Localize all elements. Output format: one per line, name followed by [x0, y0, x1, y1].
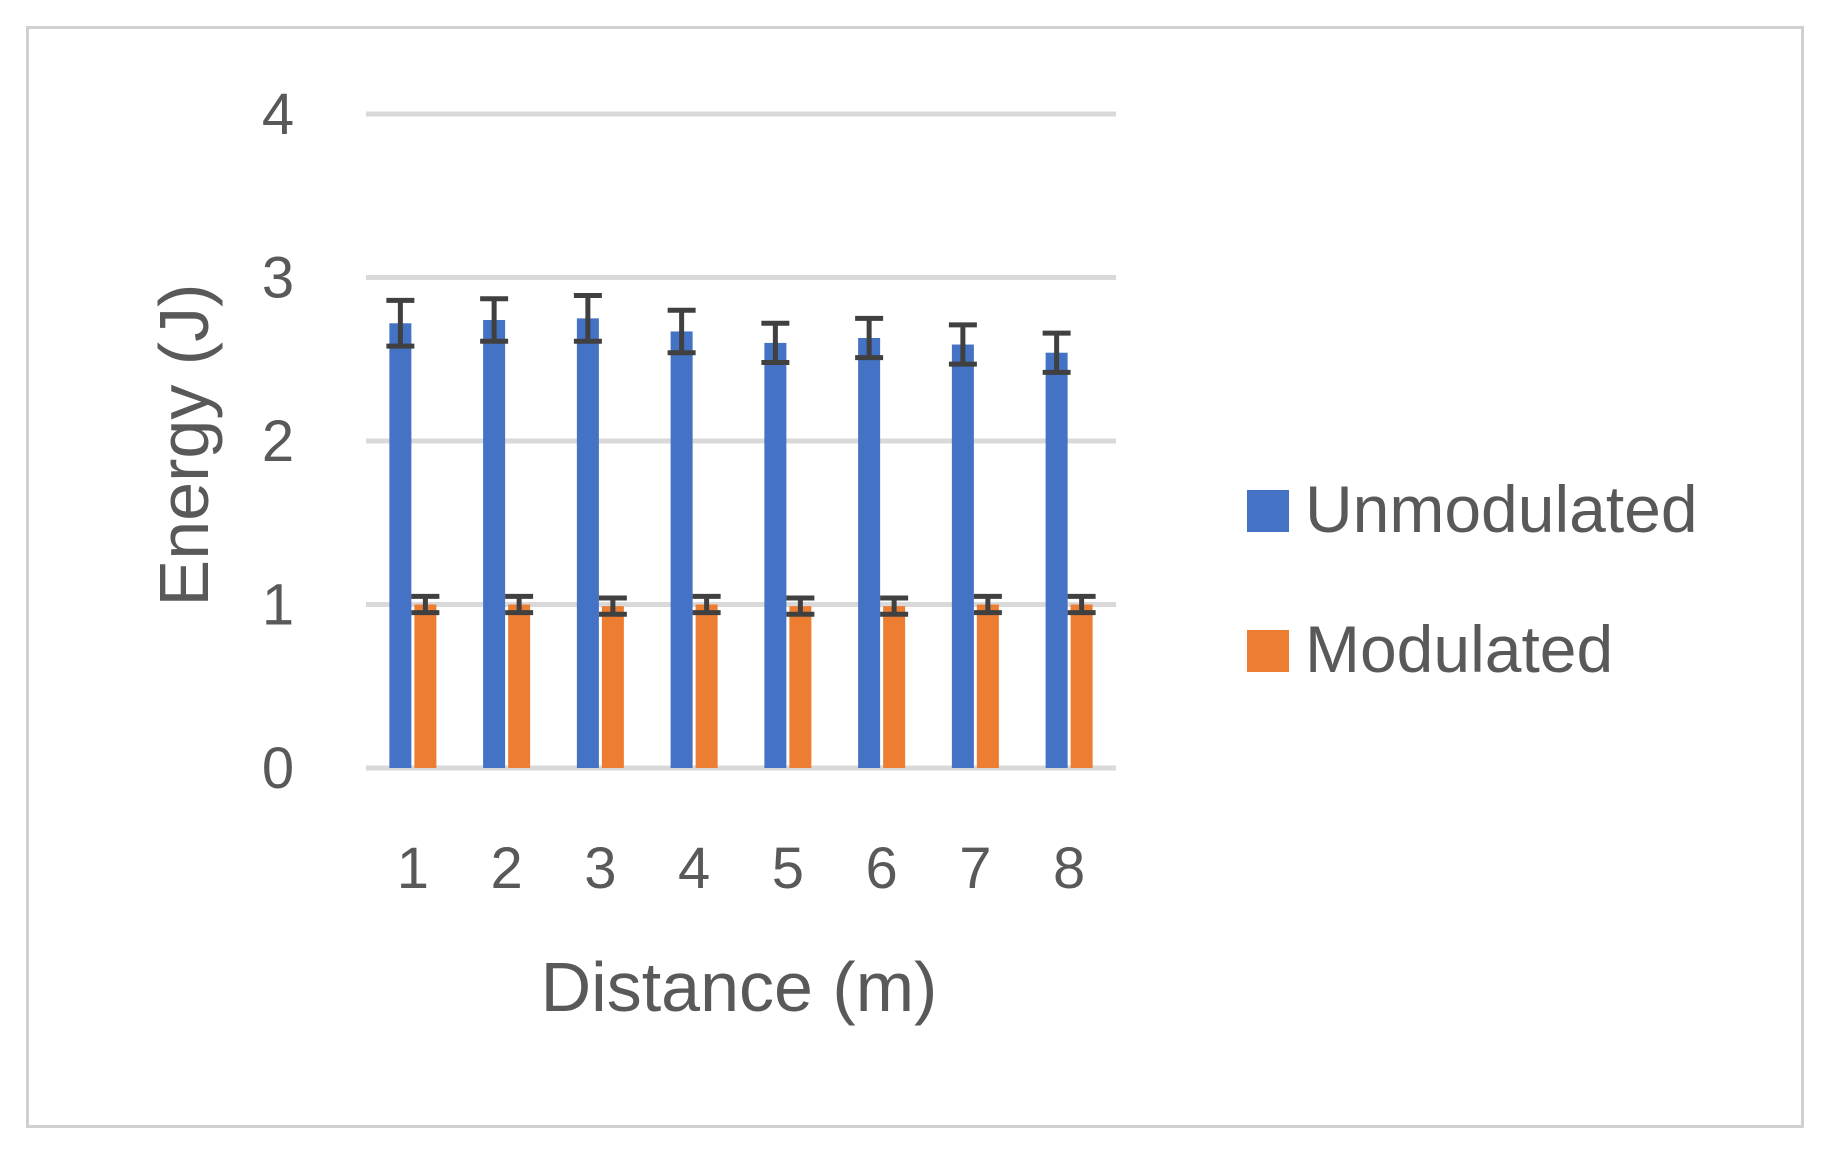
bar-modulated [508, 604, 531, 768]
bar-modulated [883, 606, 906, 768]
bar-unmodulated [1045, 352, 1068, 768]
bar-modulated [414, 604, 437, 768]
x-tick-label: 7 [959, 836, 991, 901]
y-tick-label: 2 [262, 409, 294, 474]
x-tick-label: 2 [490, 836, 522, 901]
chart-frame [26, 26, 1804, 1128]
bar-modulated [789, 606, 812, 768]
x-tick-label: 4 [678, 836, 710, 901]
x-tick-label: 3 [584, 836, 616, 901]
x-tick-label: 6 [865, 836, 897, 901]
y-axis-ticks: 0 1 2 3 4 [262, 82, 294, 801]
legend-swatch-unmodulated [1247, 490, 1289, 532]
legend-swatch-modulated [1247, 630, 1289, 672]
bar-unmodulated [483, 320, 506, 768]
legend-label-modulated: Modulated [1305, 612, 1613, 686]
x-tick-label: 8 [1053, 836, 1085, 901]
x-tick-label: 5 [772, 836, 804, 901]
legend: Unmodulated Modulated [1247, 472, 1698, 686]
bar-modulated [601, 606, 624, 768]
x-axis-title: Distance (m) [541, 948, 938, 1026]
y-tick-label: 3 [262, 246, 294, 311]
bar-unmodulated [670, 331, 693, 768]
bar-modulated [976, 604, 999, 768]
bar-unmodulated [858, 337, 881, 768]
bar-unmodulated [576, 318, 599, 768]
x-tick-label: 1 [397, 836, 429, 901]
bar-unmodulated [764, 342, 787, 768]
bar-modulated [695, 604, 718, 768]
legend-label-unmodulated: Unmodulated [1305, 472, 1698, 546]
bars [389, 318, 1093, 768]
y-tick-label: 1 [262, 573, 294, 638]
gridlines [366, 111, 1116, 771]
y-tick-label: 4 [262, 82, 294, 147]
bar-modulated [1070, 604, 1093, 768]
error-bars [386, 292, 1096, 617]
bar-unmodulated [951, 344, 974, 768]
bar-unmodulated [389, 323, 412, 768]
y-tick-label: 0 [262, 736, 294, 801]
y-axis-title: Energy (J) [145, 284, 223, 607]
